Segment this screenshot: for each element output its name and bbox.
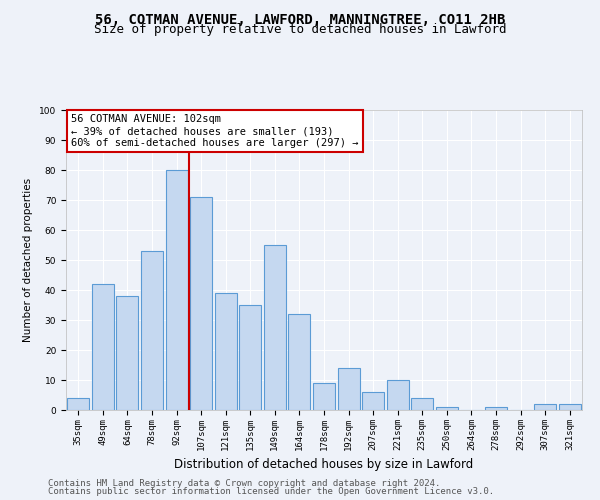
Y-axis label: Number of detached properties: Number of detached properties <box>23 178 34 342</box>
Bar <box>362 392 384 410</box>
Bar <box>559 404 581 410</box>
Bar <box>485 407 507 410</box>
Bar <box>338 368 359 410</box>
Bar <box>215 293 237 410</box>
Text: 56, COTMAN AVENUE, LAWFORD, MANNINGTREE, CO11 2HB: 56, COTMAN AVENUE, LAWFORD, MANNINGTREE,… <box>95 12 505 26</box>
Bar <box>116 296 139 410</box>
Bar <box>411 398 433 410</box>
Bar <box>141 251 163 410</box>
Bar <box>534 404 556 410</box>
Bar <box>436 407 458 410</box>
Bar <box>313 383 335 410</box>
Bar <box>289 314 310 410</box>
Bar <box>92 284 114 410</box>
Bar <box>166 170 188 410</box>
Bar <box>386 380 409 410</box>
Bar <box>239 305 262 410</box>
Text: Contains HM Land Registry data © Crown copyright and database right 2024.: Contains HM Land Registry data © Crown c… <box>48 478 440 488</box>
Bar <box>190 197 212 410</box>
Text: Contains public sector information licensed under the Open Government Licence v3: Contains public sector information licen… <box>48 487 494 496</box>
Bar <box>264 245 286 410</box>
Bar <box>67 398 89 410</box>
Text: 56 COTMAN AVENUE: 102sqm
← 39% of detached houses are smaller (193)
60% of semi-: 56 COTMAN AVENUE: 102sqm ← 39% of detach… <box>71 114 359 148</box>
Text: Size of property relative to detached houses in Lawford: Size of property relative to detached ho… <box>94 22 506 36</box>
X-axis label: Distribution of detached houses by size in Lawford: Distribution of detached houses by size … <box>175 458 473 471</box>
